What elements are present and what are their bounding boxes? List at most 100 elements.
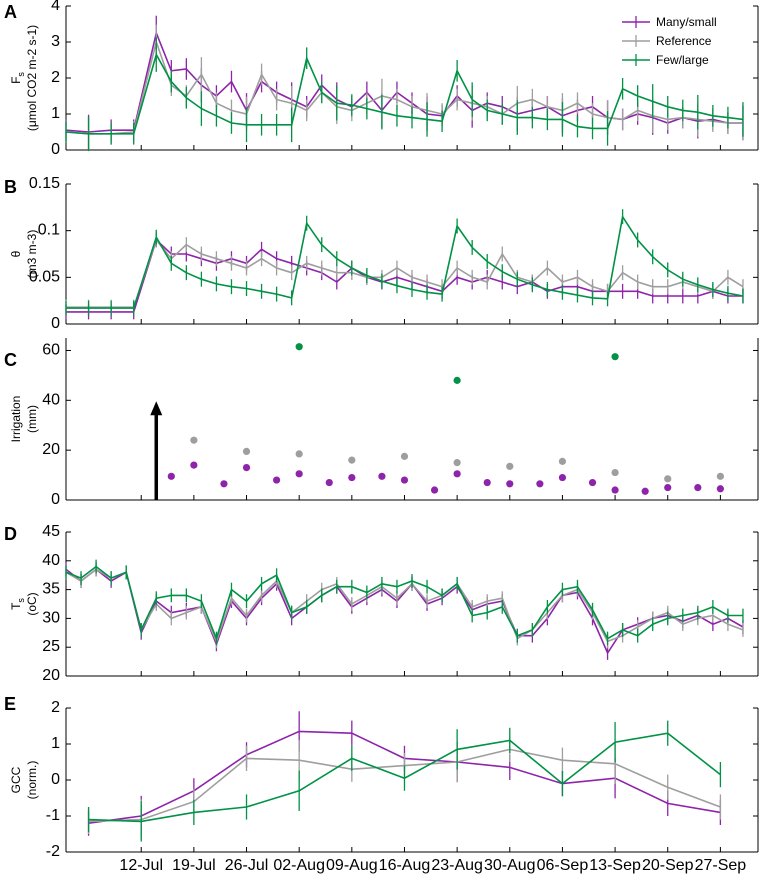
- x-tick-label: 06-Sep: [537, 857, 589, 874]
- irrigation-point: [483, 478, 491, 487]
- irrigation-point: [378, 472, 386, 480]
- y-tick-label: 35: [42, 581, 60, 598]
- series-line: [65, 52, 744, 135]
- series-line: [65, 565, 743, 641]
- x-tick-label: 16-Aug: [379, 857, 431, 874]
- irrigation-point: [400, 476, 409, 484]
- irrigation-point: [220, 480, 228, 488]
- irrigation-point: [295, 450, 303, 458]
- series-line: [66, 238, 744, 309]
- y-tick-label: -2: [46, 843, 60, 860]
- irrigation-point: [453, 459, 461, 467]
- series-few_large: [65, 559, 744, 646]
- series-many_small: [65, 15, 744, 150]
- irrigation-point: [348, 473, 356, 482]
- irrigation-point: [348, 456, 356, 464]
- y-tick-label: 45: [42, 523, 60, 540]
- irrigation-point: [536, 480, 544, 488]
- y-tick-label: 0: [51, 315, 60, 332]
- y-tick-label: 0.15: [29, 175, 60, 192]
- y-axis-unit: (mm): [25, 405, 39, 433]
- y-tick-label: 20: [42, 667, 60, 684]
- irrigation-point: [611, 353, 619, 361]
- y-tick-label: 4: [51, 0, 60, 14]
- y-tick-label: -1: [46, 807, 60, 824]
- irrigation-point: [273, 476, 281, 484]
- irrigation-point: [453, 376, 461, 384]
- irrigation-point: [611, 486, 619, 494]
- irrigation-point: [506, 480, 514, 488]
- y-tick-label: 40: [42, 552, 60, 569]
- x-tick-label: 26-Jul: [225, 857, 269, 874]
- series-many_small: [167, 461, 724, 495]
- irrigation-point: [611, 468, 619, 477]
- irrigation-point: [242, 447, 251, 455]
- irrigation-point: [430, 486, 439, 494]
- series-few_large: [65, 37, 744, 152]
- y-tick-label: 1: [51, 105, 60, 122]
- y-tick-label: 30: [42, 609, 60, 626]
- panel-label-E: E: [4, 694, 16, 714]
- series-line: [66, 238, 743, 313]
- irrigation-point: [295, 343, 303, 351]
- y-tick-label: 1: [51, 735, 60, 752]
- y-tick-label: 2: [51, 69, 60, 86]
- irrigation-point: [167, 472, 175, 480]
- y-tick-label: 3: [51, 33, 60, 50]
- irrigation-point: [558, 473, 567, 482]
- panel-label-D: D: [4, 524, 17, 544]
- irrigation-point: [453, 470, 461, 478]
- y-tick-label: 0.05: [29, 268, 60, 285]
- series-reference: [65, 562, 744, 649]
- panel-label-A: A: [4, 2, 17, 22]
- panel-label-C: C: [4, 350, 17, 370]
- panel-C: C 0 20 40 60 Irrigation (mm): [4, 338, 759, 508]
- series-reference: [190, 436, 724, 483]
- panel-E: E -2 -1 0 1 2 12-Jul 19-Jul 26-Jul 02-Aug 09-Aug 16…: [4, 694, 759, 874]
- irrigation-point: [641, 487, 649, 495]
- x-tick-label: 19-Jul: [172, 857, 216, 874]
- irrigation-point: [558, 457, 567, 465]
- y-tick-label: 0: [51, 141, 60, 158]
- arrow-head: [150, 401, 163, 416]
- irrigation-point: [588, 478, 597, 487]
- series-line: [65, 39, 743, 135]
- series-many_small: [65, 232, 744, 320]
- y-axis-label: Fs: [9, 72, 26, 84]
- irrigation-point: [325, 478, 333, 487]
- irrigation-point: [400, 452, 409, 460]
- series-many_small: [65, 562, 744, 660]
- y-tick-label: 40: [42, 391, 60, 408]
- series-line: [66, 214, 744, 309]
- x-tick-label: 13-Sep: [589, 857, 641, 874]
- legend-label: Many/small: [656, 15, 717, 29]
- irrigation-point: [242, 464, 251, 472]
- y-tick-label: 25: [42, 638, 60, 655]
- x-tick-label: 09-Aug: [326, 857, 378, 874]
- irrigation-point: [716, 485, 724, 493]
- y-tick-label: 0.1: [38, 222, 60, 239]
- x-tick-label: 27-Sep: [695, 857, 747, 874]
- y-tick-label: 0: [51, 491, 60, 508]
- irrigation-point: [295, 470, 303, 478]
- irrigation-point: [664, 483, 672, 492]
- irrigation-point: [694, 483, 702, 492]
- y-tick-label: 60: [42, 341, 60, 358]
- x-tick-label: 23-Aug: [431, 857, 483, 874]
- legend: Many/small Reference Few/large: [622, 15, 717, 67]
- y-axis-unit: (oC): [25, 592, 39, 615]
- y-axis-unit: (μmol CO2 m-2 s-1): [25, 25, 39, 131]
- series-few_large: [295, 343, 619, 384]
- series-few_large: [65, 209, 744, 316]
- irrigation-point: [506, 462, 514, 470]
- x-tick-label: 12-Jul: [119, 857, 163, 874]
- irrigation-point: [664, 475, 672, 483]
- series-line: [65, 568, 744, 644]
- legend-label: Reference: [656, 34, 712, 48]
- series-line: [65, 568, 744, 655]
- irrigation-point: [716, 472, 724, 480]
- panel-label-B: B: [4, 177, 17, 197]
- x-tick-label: 02-Aug: [273, 857, 325, 874]
- y-tick-label: 2: [51, 699, 60, 716]
